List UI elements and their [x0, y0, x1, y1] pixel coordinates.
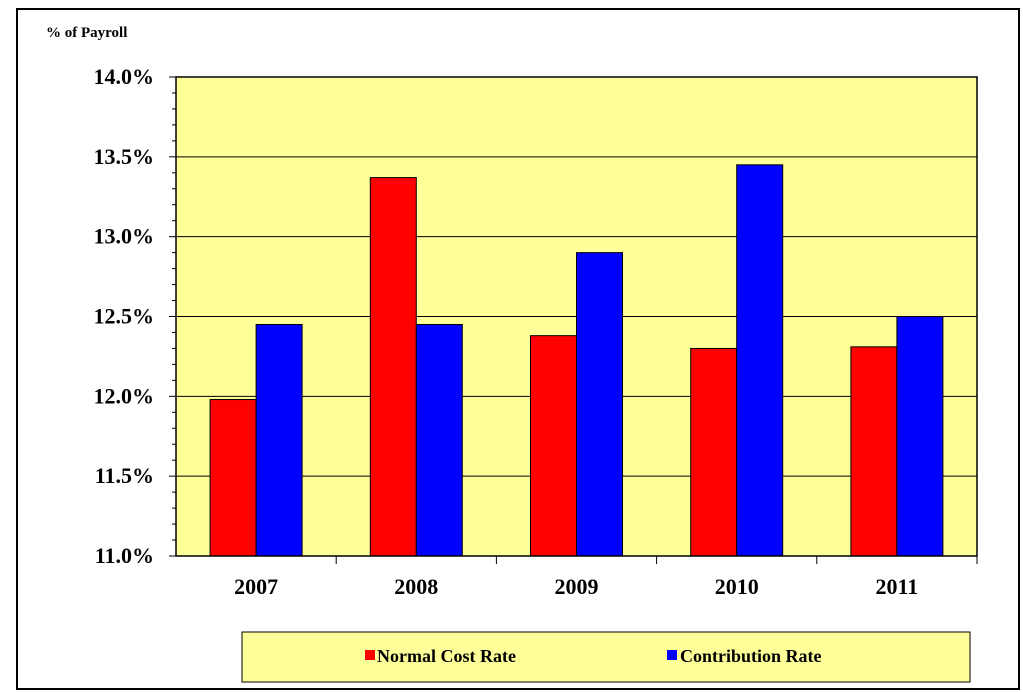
x-tick-label: 2011: [876, 574, 919, 599]
bar-normal-cost-rate-2009: [530, 335, 577, 557]
y-tick-label: 14.0%: [94, 64, 155, 89]
y-tick-label: 11.5%: [95, 463, 154, 488]
legend-swatch-contribution-rate: [667, 650, 677, 660]
bar-normal-cost-rate-2008: [369, 177, 417, 557]
y-tick-label: 12.5%: [94, 304, 155, 329]
bar-normal-cost-rate-2011: [850, 346, 898, 557]
bar-normal-cost-rate-2007: [209, 399, 257, 557]
y-tick-label: 13.5%: [94, 144, 155, 169]
x-tick-label: 2008: [394, 574, 438, 599]
bar-contribution-rate-2011: [896, 316, 944, 557]
bar-contribution-rate-2010: [736, 164, 784, 557]
bar-contribution-rate-2008: [415, 323, 463, 557]
plot-border: [175, 76, 978, 557]
y-tick-label: 11.0%: [95, 543, 154, 568]
legend: Normal Cost Rate Contribution Rate: [241, 631, 971, 683]
plot-area: 11.0% 11.5% 12.0% 12.5% 13.0% 13.5% 14.0% 2007 2…: [94, 64, 978, 599]
legend-label-normal-cost-rate: Normal Cost Rate: [377, 646, 516, 666]
bar-normal-cost-rate-2010: [690, 347, 738, 557]
legend-label-contribution-rate: Contribution Rate: [680, 646, 822, 666]
x-tick-label: 2009: [555, 574, 599, 599]
y-axis-label: % of Payroll: [46, 25, 127, 41]
x-tick-label: 2007: [234, 574, 278, 599]
bar-contribution-rate-2007: [255, 323, 303, 557]
legend-swatch-normal-cost-rate: [365, 650, 375, 660]
y-tick-label: 12.0%: [94, 383, 155, 408]
bar-contribution-rate-2009: [576, 252, 623, 557]
y-tick-label: 13.0%: [94, 224, 155, 249]
legend-box: [241, 631, 971, 683]
x-tick-label: 2010: [715, 574, 759, 599]
